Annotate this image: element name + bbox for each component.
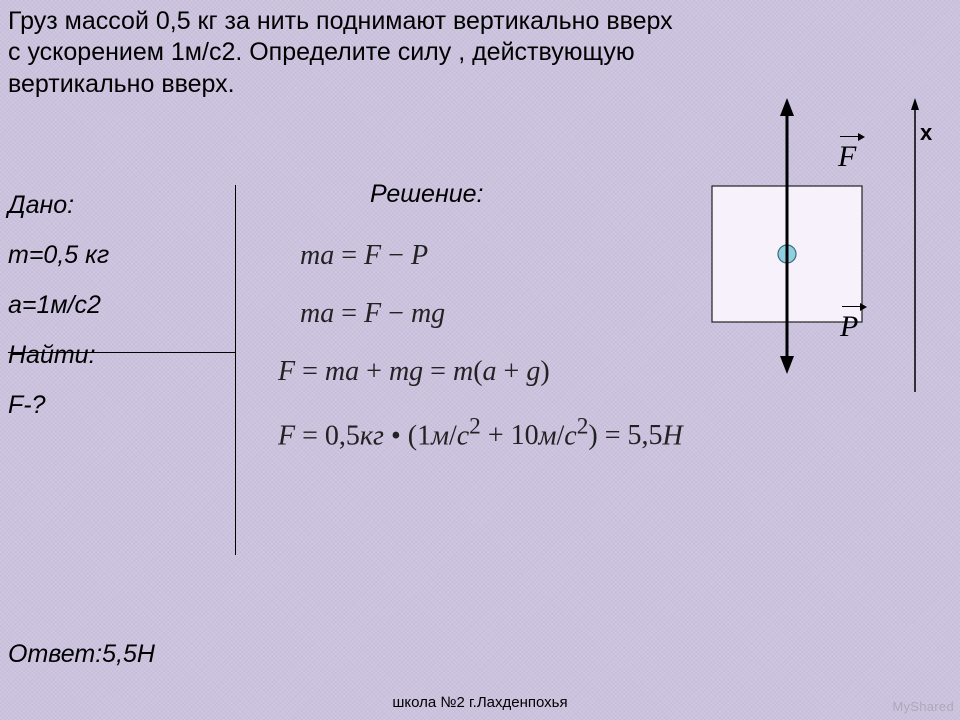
given-block: Дано: m=0,5 кг а=1м/с2 Найти: F-? <box>8 180 109 430</box>
footer-school: школа №2 г.Лахденпохья <box>0 694 960 711</box>
divider-horizontal <box>8 352 235 353</box>
axis-x-label: x <box>920 120 932 146</box>
problem-statement: Груз массой 0,5 кг за нить поднимают вер… <box>8 6 688 100</box>
given-line-2: а=1м/с2 <box>8 280 109 330</box>
given-line-1: m=0,5 кг <box>8 230 109 280</box>
given-label: Дано: <box>8 180 109 230</box>
vector-P-label: P <box>840 310 858 344</box>
equation-2: ma = F − mg <box>300 298 445 330</box>
vector-F-label: F <box>838 140 856 174</box>
equation-3: F = ma + mg = m(a + g) <box>278 356 550 388</box>
answer: Ответ:5,5Н <box>8 640 155 669</box>
equation-4: F = 0,5кг • (1м/c2 + 10м/c2) = 5,5H <box>278 414 683 452</box>
divider-vertical <box>235 185 236 555</box>
find-label: Найти: <box>8 330 109 380</box>
find-line-1: F-? <box>8 380 109 430</box>
solution-label: Решение: <box>370 180 483 209</box>
force-diagram <box>690 92 940 402</box>
watermark: MyShared <box>892 699 954 714</box>
equation-1: ma = F − P <box>300 240 428 272</box>
